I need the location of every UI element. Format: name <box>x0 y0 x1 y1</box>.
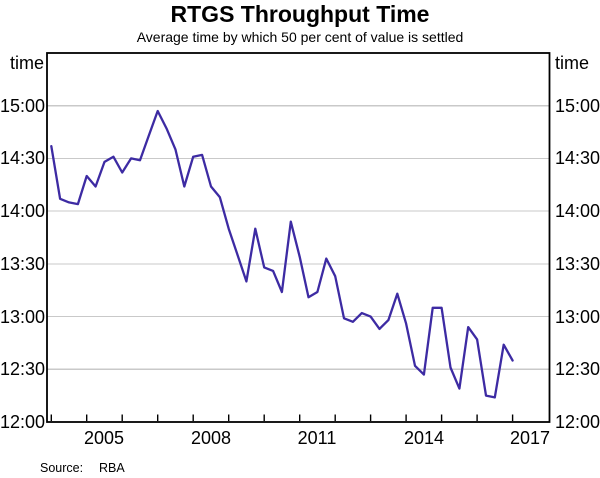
y-axis-unit-left: time <box>9 53 44 73</box>
chart-subtitle: Average time by which 50 per cent of val… <box>136 29 464 45</box>
source-label: Source: <box>40 461 84 475</box>
source-value: RBA <box>99 461 125 475</box>
y-tick-label-right: 14:00 <box>555 201 600 221</box>
y-tick-label-left: 12:00 <box>0 412 46 432</box>
y-tick-label-left: 14:30 <box>0 148 46 168</box>
x-tick-label: 2014 <box>403 428 445 448</box>
chart-title: RTGS Throughput Time <box>170 1 430 27</box>
y-tick-label-right: 12:00 <box>555 412 600 432</box>
plot-frame <box>46 52 551 423</box>
y-tick-label-left: 13:30 <box>0 254 46 274</box>
y-tick-label-right: 12:30 <box>555 359 600 379</box>
x-tick-label: 2011 <box>297 428 337 448</box>
y-tick-label-left: 15:00 <box>0 96 46 116</box>
y-tick-label-left: 13:00 <box>0 307 46 327</box>
y-tick-label-left: 12:30 <box>0 359 46 379</box>
x-tick-label: 2008 <box>190 428 232 448</box>
y-tick-label-right: 14:30 <box>555 148 600 168</box>
y-tick-label-left: 14:00 <box>0 201 46 221</box>
y-tick-label-right: 13:00 <box>555 307 600 327</box>
x-tick-label: 2017 <box>509 428 551 448</box>
x-tick-label: 2005 <box>83 428 125 448</box>
y-axis-unit-right: time <box>555 53 590 73</box>
throughput-line <box>50 109 514 399</box>
y-tick-label-right: 15:00 <box>555 96 600 116</box>
y-tick-label-right: 13:30 <box>555 254 600 274</box>
